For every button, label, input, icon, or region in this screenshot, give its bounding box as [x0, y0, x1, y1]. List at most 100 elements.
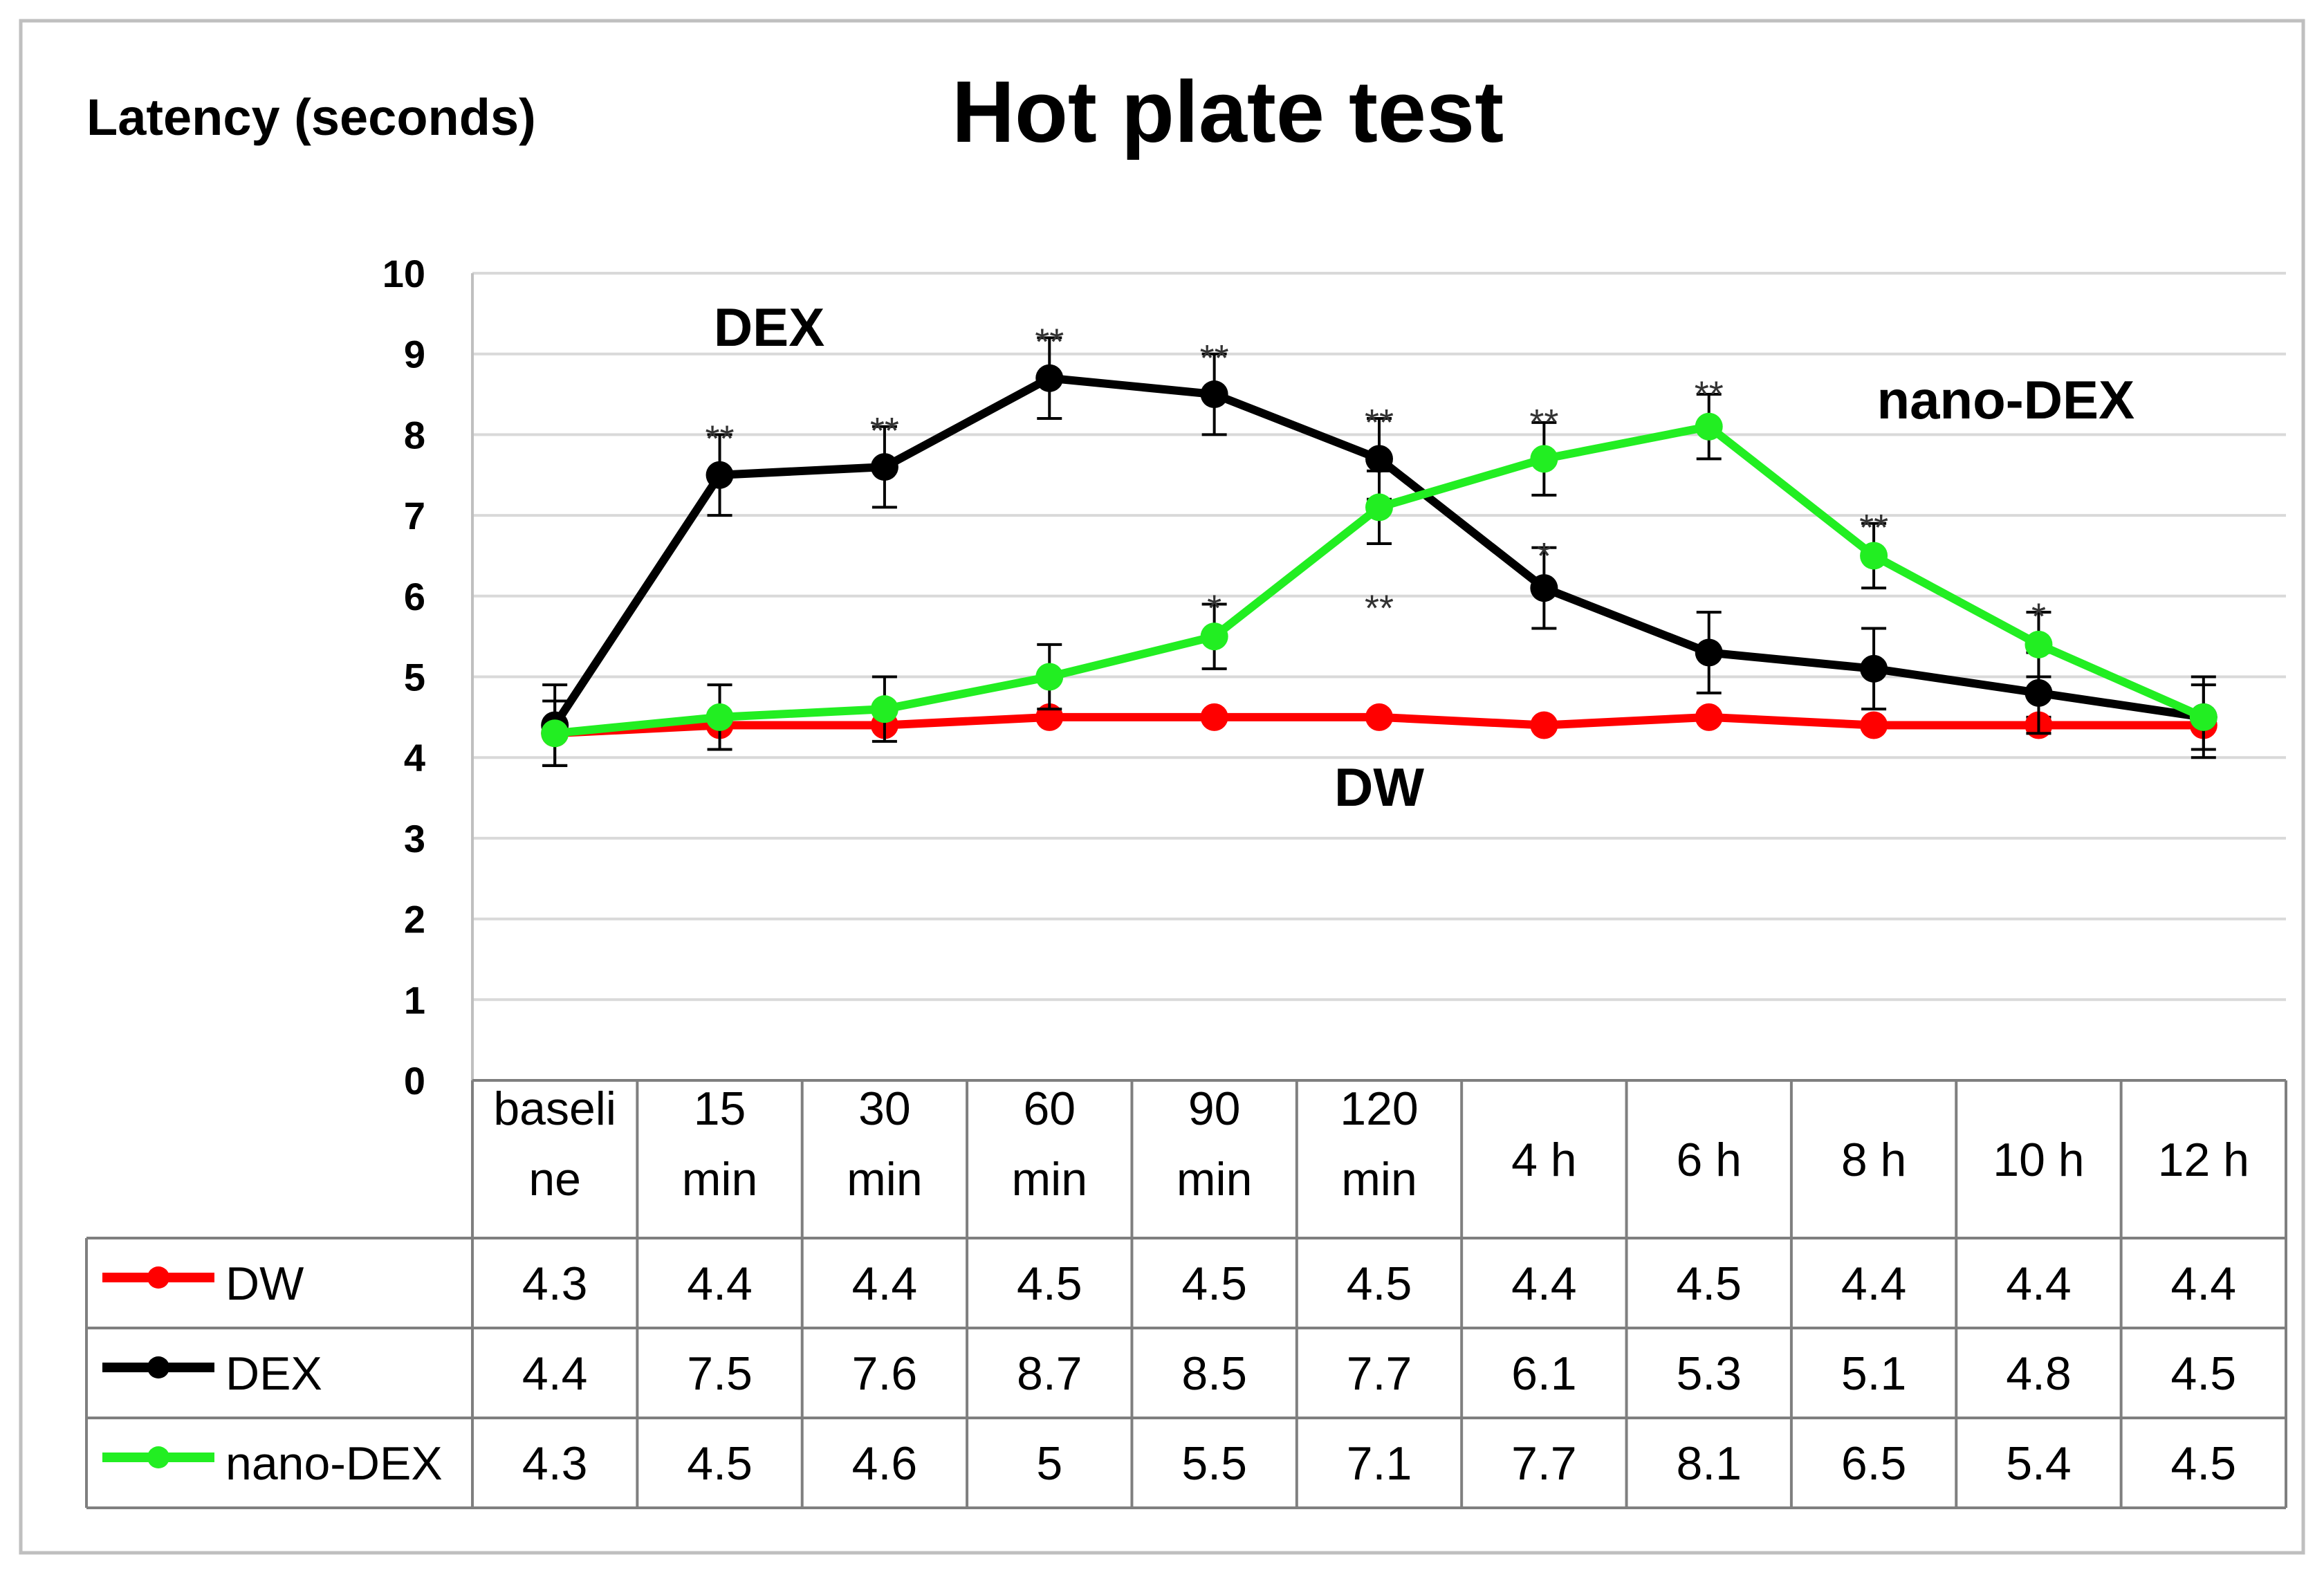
data-point-nano-DEX — [706, 703, 734, 731]
data-point-nano-DEX — [870, 695, 898, 723]
table-cell-value: 7.6 — [852, 1347, 918, 1400]
table-cell-value: 8.1 — [1676, 1437, 1742, 1490]
table-cell-value: 4.4 — [1511, 1257, 1577, 1310]
data-point-nano-DEX — [1860, 542, 1888, 570]
x-category-label: 90 — [1188, 1082, 1241, 1135]
significance-marker: * — [1207, 588, 1221, 629]
data-point-DEX — [1530, 574, 1558, 602]
significance-marker: ** — [1200, 338, 1229, 379]
x-category-label: min — [1011, 1153, 1087, 1206]
table-cell-value: 4.8 — [2006, 1347, 2072, 1400]
x-category-label: 6 h — [1676, 1134, 1742, 1186]
y-tick-label: 3 — [404, 817, 425, 860]
data-point-DEX — [1860, 654, 1888, 683]
data-point-DEX — [870, 453, 898, 481]
significance-marker: * — [2031, 596, 2046, 637]
table-cell-value: 4.5 — [2171, 1347, 2237, 1400]
data-point-DEX — [1035, 364, 1064, 392]
y-tick-label: 6 — [404, 575, 425, 618]
table-cell-value: 4.3 — [522, 1257, 588, 1310]
data-point-DW — [1695, 703, 1723, 731]
table-cell-value: 4.4 — [2171, 1257, 2237, 1310]
data-point-DEX — [1200, 380, 1228, 409]
table-cell-value: 5.4 — [2006, 1437, 2072, 1490]
x-category-label: 120 — [1340, 1082, 1418, 1135]
series-nano-DEX — [541, 393, 2217, 767]
data-point-DEX — [1695, 638, 1723, 667]
y-tick-label: 7 — [404, 494, 425, 537]
table-cell-value: 4.4 — [687, 1257, 753, 1310]
table-cell-value: 4.5 — [1347, 1257, 1412, 1310]
y-tick-label: 10 — [382, 252, 425, 295]
significance-marker: ** — [1859, 507, 1888, 548]
table-cell-value: 8.7 — [1017, 1347, 1082, 1400]
y-tick-label: 9 — [404, 333, 425, 376]
x-category-label: 8 h — [1841, 1134, 1907, 1186]
data-point-nano-DEX — [1530, 445, 1558, 473]
table-cell-value: 8.5 — [1181, 1347, 1247, 1400]
legend-marker-nano-DEX — [147, 1446, 169, 1468]
table-cell-value: 4.5 — [1181, 1257, 1247, 1310]
y-tick-label: 1 — [404, 978, 425, 1022]
table-cell-value: 4.5 — [2171, 1437, 2237, 1490]
data-point-nano-DEX — [2025, 630, 2053, 658]
x-category-label: 4 h — [1511, 1134, 1577, 1186]
y-tick-label: 2 — [404, 898, 425, 941]
table-cell-value: 7.7 — [1347, 1347, 1412, 1400]
table-cell-value: 7.1 — [1347, 1437, 1412, 1490]
series-annotation: DW — [1334, 757, 1424, 818]
significance-marker: ** — [1365, 588, 1394, 629]
data-point-DEX — [1365, 445, 1393, 473]
significance-marker: ** — [1365, 402, 1394, 443]
table-cell-value: 5 — [1036, 1437, 1062, 1490]
table-cell-value: 4.4 — [1841, 1257, 1907, 1310]
table-cell-value: 4.3 — [522, 1437, 588, 1490]
x-category-label: 30 — [858, 1082, 911, 1135]
data-point-nano-DEX — [541, 719, 569, 748]
legend-label: nano-DEX — [225, 1437, 443, 1490]
table-cell-value: 6.5 — [1841, 1437, 1907, 1490]
data-point-nano-DEX — [1695, 412, 1723, 441]
x-category-label: ne — [528, 1153, 581, 1206]
data-table: baseli ne 15 min 30 min 60 min 90 min 120 min 4 h 6 h… — [85, 1079, 2287, 1509]
chart-title: Hot plate test — [952, 63, 1504, 160]
data-point-DW — [1860, 711, 1888, 739]
chart-border — [19, 19, 2305, 1555]
y-tick-label: 0 — [404, 1059, 425, 1103]
table-cell-value: 4.6 — [852, 1437, 918, 1490]
data-point-DW — [1530, 711, 1558, 739]
x-category-label: 10 h — [1993, 1134, 2084, 1186]
data-point-DEX — [2025, 679, 2053, 707]
table-cell-value: 6.1 — [1511, 1347, 1577, 1400]
table-cell-value: 4.4 — [852, 1257, 918, 1310]
table-cell-value: 4.4 — [2006, 1257, 2072, 1310]
x-category-label: min — [847, 1153, 923, 1206]
data-point-DW — [1200, 703, 1228, 731]
table-cell-value: 7.7 — [1511, 1437, 1577, 1490]
series-annotation: DEX — [714, 297, 824, 358]
data-point-DEX — [706, 461, 734, 489]
gridlines: 0 1 2 3 4 5 6 7 8 9 10 — [382, 252, 2286, 1103]
table-cell-value: 4.5 — [687, 1437, 753, 1490]
data-point-nano-DEX — [2189, 703, 2217, 731]
x-category-label: min — [1341, 1153, 1417, 1206]
table-cell-value: 4.4 — [522, 1347, 588, 1400]
significance-marker: ** — [1035, 322, 1064, 363]
x-category-label: 15 — [694, 1082, 746, 1135]
y-tick-label: 5 — [404, 656, 425, 699]
significance-marker: * — [1537, 535, 1551, 577]
significance-marker: ** — [870, 410, 899, 452]
legend-marker-DEX — [147, 1356, 169, 1378]
x-category-label: min — [682, 1153, 758, 1206]
y-tick-label: 4 — [404, 736, 425, 780]
data-point-nano-DEX — [1200, 622, 1228, 651]
data-point-DW — [1365, 703, 1393, 731]
x-category-label: 60 — [1023, 1082, 1076, 1135]
y-axis-label: Latency (seconds) — [86, 89, 536, 146]
legend-marker-DW — [147, 1266, 169, 1289]
legend-label: DW — [225, 1257, 304, 1310]
significance-marker: ** — [1529, 402, 1558, 443]
significance-marker: ** — [1695, 374, 1724, 415]
legend-label: DEX — [225, 1347, 322, 1400]
